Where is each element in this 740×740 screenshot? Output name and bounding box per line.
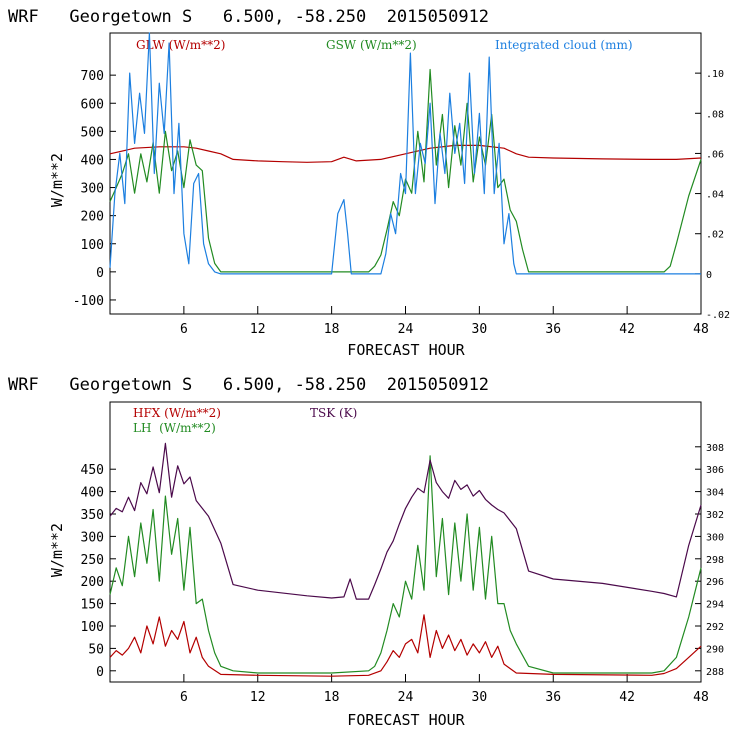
y2-tick-label: 294 — [706, 600, 724, 611]
y-tick-label: 500 — [81, 125, 104, 140]
y2-tick-label: 300 — [706, 532, 724, 543]
y-tick-label: 300 — [81, 530, 104, 545]
y2-tick-label: 288 — [706, 667, 724, 678]
y2-tick-label: .02 — [706, 230, 724, 241]
y2-tick-label: .06 — [706, 149, 724, 160]
y2-tick-label: 290 — [706, 644, 724, 655]
x-tick-label: 36 — [545, 322, 561, 337]
legend-tsk: TSK (K) — [310, 406, 357, 420]
y2-tick-label: 304 — [706, 488, 724, 499]
chart-panel-hfx-lh-tsk: WRF Georgetown S 6.500, -58.250 20150509… — [8, 375, 724, 729]
x-tick-label: 24 — [398, 322, 414, 337]
chart-title: WRF Georgetown S 6.500, -58.250 20150509… — [8, 7, 489, 27]
legend-hfx: HFX (W/m**2) — [133, 406, 221, 420]
x-axis-ticks: 6 12 18 24 30 36 42 48 — [180, 306, 709, 337]
y2-tick-label: .08 — [706, 109, 724, 120]
x-tick-label: 6 — [180, 690, 188, 705]
x-axis-label: FORECAST HOUR — [347, 341, 465, 359]
y2-tick-label: .10 — [706, 69, 724, 80]
y2-tick-label: 302 — [706, 510, 724, 521]
y-tick-label: 200 — [81, 575, 104, 590]
y2-tick-label: 0 — [706, 270, 712, 281]
y-tick-label: 400 — [81, 153, 104, 168]
x-tick-label: 30 — [472, 322, 488, 337]
series-line-gsw — [109, 68, 702, 273]
legend-gsw: GSW (W/m**2) — [326, 38, 417, 52]
x-tick-label: 42 — [619, 690, 635, 705]
x-axis-label: FORECAST HOUR — [347, 711, 465, 729]
y2-tick-label: -.02 — [706, 310, 730, 321]
y-axis-ticks: 0 50 100 150 200 250 300 350 400 450 — [81, 463, 116, 680]
y-tick-label: 450 — [81, 463, 104, 478]
y-tick-label: 600 — [81, 97, 104, 112]
y-tick-label: 100 — [81, 238, 104, 253]
series-line-glw — [109, 144, 702, 163]
legend-glw: GLW (W/m**2) — [136, 38, 225, 52]
y2-tick-label: .04 — [706, 190, 724, 201]
y2-axis-ticks: -.02 0 .02 .04 .06 .08 .10 — [695, 69, 730, 321]
y-tick-label: -100 — [73, 294, 104, 309]
series-line-tsk — [109, 442, 702, 600]
y-tick-label: 250 — [81, 553, 104, 568]
x-tick-label: 30 — [472, 690, 488, 705]
plot-frame — [109, 401, 702, 683]
series-line-integrated — [109, 32, 701, 275]
chart-panel-gsw-glw: WRF Georgetown S 6.500, -58.250 20150509… — [8, 7, 730, 359]
x-tick-label: 6 — [180, 322, 188, 337]
y-tick-label: 350 — [81, 508, 104, 523]
x-tick-label: 18 — [324, 322, 340, 337]
x-tick-label: 42 — [619, 322, 635, 337]
y-tick-label: 100 — [81, 620, 104, 635]
y2-tick-label: 308 — [706, 443, 724, 454]
y-axis-label: W/m**2 — [48, 523, 66, 577]
y-tick-label: 50 — [88, 642, 104, 657]
series-line-lh — [109, 455, 702, 674]
y2-tick-label: 298 — [706, 555, 724, 566]
y-axis-label: W/m**2 — [48, 153, 66, 207]
y2-tick-label: 292 — [706, 622, 724, 633]
y-tick-label: 0 — [96, 665, 104, 680]
x-tick-label: 48 — [693, 322, 709, 337]
y2-tick-label: 306 — [706, 465, 724, 476]
chart-title: WRF Georgetown S 6.500, -58.250 20150509… — [8, 375, 489, 395]
y2-axis-ticks: 288 290 292 294 296 298 300 302 304 306 308 — [695, 443, 724, 678]
legend-integrated-cloud: Integrated cloud (mm) — [495, 38, 633, 52]
x-tick-label: 36 — [545, 690, 561, 705]
y2-tick-label: 296 — [706, 577, 724, 588]
y-tick-label: 200 — [81, 210, 104, 225]
x-tick-label: 24 — [398, 690, 414, 705]
legend-lh: LH (W/m**2) — [133, 421, 216, 435]
series-lines — [109, 442, 702, 677]
x-tick-label: 18 — [324, 690, 340, 705]
series-line-hfx — [109, 614, 702, 677]
x-tick-label: 12 — [250, 690, 266, 705]
y-axis-ticks: -100 0 100 200 300 400 500 600 700 — [73, 69, 116, 309]
y-tick-label: 700 — [81, 69, 104, 84]
series-lines — [109, 32, 702, 275]
x-tick-label: 12 — [250, 322, 266, 337]
y-tick-label: 300 — [81, 182, 104, 197]
y-tick-label: 150 — [81, 598, 104, 613]
x-axis-ticks: 6 12 18 24 30 36 42 48 — [180, 674, 709, 705]
y-tick-label: 0 — [96, 266, 104, 281]
x-tick-label: 48 — [693, 690, 709, 705]
y-tick-label: 400 — [81, 486, 104, 501]
